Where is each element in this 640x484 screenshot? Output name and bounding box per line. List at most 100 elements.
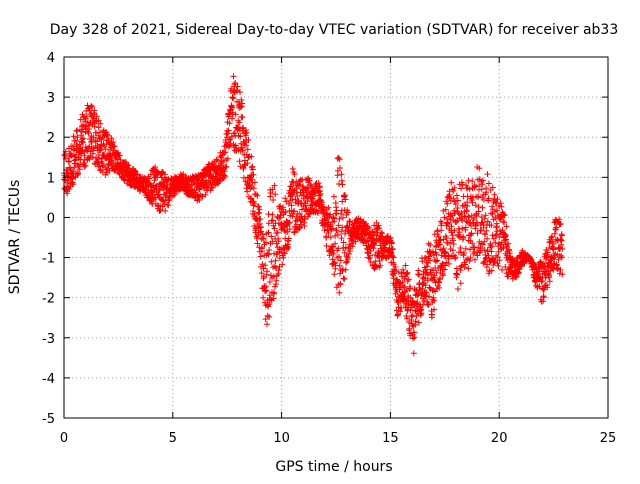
data-point: [254, 192, 261, 199]
data-point: [489, 203, 496, 210]
data-point: [416, 271, 423, 278]
data-point: [339, 224, 346, 231]
data-point: [81, 163, 88, 170]
data-point: [196, 197, 203, 203]
data-point: [453, 219, 460, 225]
data-point: [88, 139, 95, 146]
data-point: [451, 227, 458, 234]
data-point: [464, 199, 471, 206]
data-point: [454, 197, 461, 204]
data-point: [453, 192, 460, 199]
data-point: [442, 206, 449, 213]
data-point: [254, 232, 261, 239]
data-point: [88, 102, 95, 109]
data-point: [558, 237, 565, 244]
data-point: [461, 250, 467, 256]
data-point: [428, 311, 435, 318]
data-point: [426, 293, 433, 300]
data-point: [317, 190, 324, 197]
data-point: [558, 252, 565, 259]
data-point: [544, 249, 551, 256]
data-point: [236, 119, 243, 126]
data-point: [498, 239, 505, 246]
data-point: [393, 284, 400, 290]
data-point: [338, 228, 345, 235]
data-point: [457, 267, 464, 274]
data-point: [550, 246, 557, 253]
data-point: [453, 265, 460, 272]
data-point: [501, 219, 508, 226]
data-point: [66, 186, 73, 192]
data-point: [363, 220, 369, 227]
data-point: [262, 316, 269, 323]
data-point: [289, 165, 296, 172]
data-point: [403, 287, 410, 294]
data-point: [93, 113, 100, 120]
data-point: [250, 185, 257, 192]
data-point: [157, 207, 164, 214]
data-point: [272, 257, 279, 264]
data-point: [282, 209, 289, 215]
data-point: [225, 127, 232, 134]
chart-title: Day 328 of 2021, Sidereal Day-to-day VTE…: [50, 22, 619, 38]
data-point: [336, 262, 343, 269]
data-point: [239, 147, 246, 154]
data-point: [438, 220, 445, 227]
data-point: [484, 218, 491, 225]
data-point: [472, 256, 478, 263]
data-point: [226, 137, 233, 143]
data-point: [558, 254, 565, 261]
data-point: [296, 224, 303, 231]
data-point: [89, 154, 96, 161]
data-point: [458, 185, 465, 192]
data-point: [499, 266, 506, 273]
data-point: [340, 275, 347, 282]
data-point: [479, 241, 486, 248]
data-point: [228, 133, 235, 140]
data-point: [540, 298, 547, 305]
data-point: [274, 229, 281, 236]
data-point: [430, 294, 437, 301]
data-point: [370, 245, 377, 252]
data-point: [338, 211, 345, 217]
data-point: [553, 224, 560, 231]
data-point: [450, 247, 456, 254]
data-point: [244, 188, 251, 195]
data-point: [556, 216, 563, 223]
data-point: [97, 135, 103, 142]
data-point: [291, 208, 298, 215]
data-point: [479, 177, 486, 184]
data-point: [480, 224, 487, 231]
data-point: [494, 223, 501, 230]
data-point: [489, 184, 496, 191]
data-point: [482, 231, 488, 238]
data-point: [266, 247, 273, 253]
data-point: [245, 137, 252, 143]
data-point: [116, 152, 123, 159]
data-point: [305, 213, 311, 220]
data-point: [345, 251, 352, 257]
data-point: [273, 277, 280, 284]
data-point: [268, 233, 275, 240]
data-point: [229, 115, 236, 122]
y-tick-label: -4: [42, 372, 55, 387]
data-point: [97, 129, 103, 136]
data-point: [223, 131, 230, 138]
data-point: [404, 269, 411, 276]
data-point: [263, 239, 269, 246]
data-point: [281, 250, 288, 257]
data-point: [484, 235, 491, 242]
data-point: [262, 262, 269, 269]
data-point: [257, 216, 264, 222]
data-point: [505, 240, 512, 247]
data-point: [457, 280, 464, 287]
data-point: [161, 171, 168, 178]
data-point: [466, 257, 473, 264]
data-point: [267, 272, 274, 279]
data-point: [462, 261, 469, 268]
data-point: [496, 257, 503, 264]
data-point: [342, 196, 349, 203]
data-point: [279, 261, 286, 268]
data-point: [418, 310, 425, 317]
data-point: [267, 190, 274, 196]
